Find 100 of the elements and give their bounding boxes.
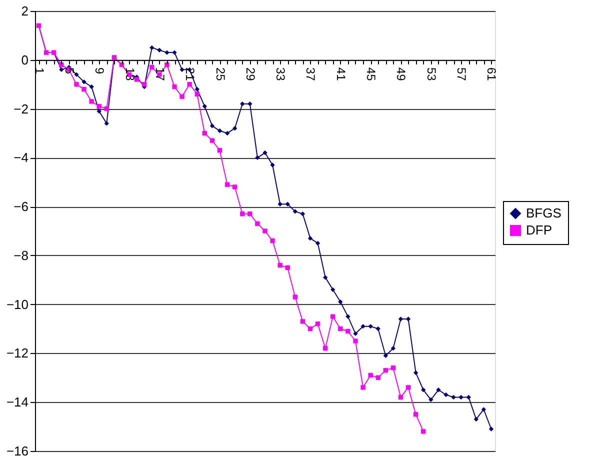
point	[248, 102, 252, 106]
point	[157, 48, 162, 52]
point	[224, 182, 230, 187]
point	[383, 368, 388, 373]
point	[383, 353, 388, 358]
point	[104, 106, 109, 112]
point	[330, 287, 336, 292]
point	[172, 50, 177, 55]
point	[278, 262, 282, 268]
point	[338, 300, 343, 304]
point	[194, 86, 200, 92]
point	[300, 319, 306, 324]
point	[262, 150, 268, 156]
y-tick-label: −16	[6, 444, 28, 458]
x-tick-label: 5	[62, 67, 76, 74]
y-tick-label: −6	[14, 199, 28, 214]
point	[82, 80, 86, 84]
point	[398, 394, 404, 400]
y-tick-label: −12	[6, 346, 28, 361]
point	[292, 294, 298, 300]
y-tick-label: 2	[21, 4, 28, 18]
point	[315, 240, 320, 246]
x-tick-label: 61	[484, 67, 499, 82]
y-tick-label: 0	[21, 52, 28, 68]
point	[150, 64, 154, 70]
point	[308, 236, 313, 241]
x-tick-label: 53	[424, 67, 438, 82]
point	[89, 84, 94, 90]
point	[240, 102, 245, 106]
point	[104, 121, 109, 126]
point	[285, 202, 290, 206]
point	[210, 124, 215, 128]
x-tick-label: 21	[183, 67, 198, 82]
point	[451, 394, 456, 400]
point	[444, 392, 448, 398]
y-tick-label: −14	[6, 394, 28, 410]
x-tick-label: 57	[454, 67, 469, 82]
x-tick-label: 49	[394, 67, 408, 82]
y-tick-label: −10	[6, 296, 28, 312]
point	[262, 228, 268, 234]
point	[308, 326, 313, 332]
point	[96, 104, 102, 109]
point	[360, 385, 366, 390]
point	[217, 128, 222, 134]
point	[164, 62, 170, 68]
point	[322, 346, 328, 351]
point	[74, 82, 79, 87]
point	[96, 108, 102, 114]
point	[217, 148, 222, 153]
point	[346, 314, 350, 319]
point	[255, 221, 260, 226]
point	[353, 338, 358, 344]
point	[338, 326, 343, 332]
y-tick-label: −4	[14, 150, 28, 166]
point	[74, 72, 79, 77]
x-tick-label: 25	[213, 67, 228, 82]
point	[466, 394, 471, 400]
x-tick-label: 13	[122, 67, 137, 82]
x-tick-label: 45	[364, 67, 378, 82]
point	[360, 324, 366, 329]
point	[353, 331, 358, 336]
point	[134, 77, 140, 82]
point	[488, 426, 494, 432]
point	[421, 388, 426, 392]
point	[180, 94, 184, 99]
x-tick-label: 29	[243, 67, 258, 82]
point	[270, 238, 275, 244]
point	[428, 397, 434, 402]
point	[346, 328, 350, 334]
point	[292, 209, 298, 214]
y-tick-label: −2	[14, 101, 28, 116]
point	[270, 162, 275, 168]
legend-label: BFGS	[526, 206, 562, 220]
point	[368, 372, 373, 378]
point	[278, 202, 282, 206]
point	[224, 130, 230, 136]
point	[172, 84, 177, 90]
point	[232, 126, 238, 131]
point	[458, 394, 464, 400]
y-tick-label: −8	[14, 248, 28, 263]
point	[164, 50, 170, 55]
point	[413, 370, 418, 376]
point	[368, 324, 373, 329]
point	[240, 212, 245, 216]
x-tick-label: 17	[152, 67, 167, 82]
legend-label: DFP	[526, 222, 552, 238]
point	[255, 155, 260, 160]
point	[315, 322, 320, 326]
point	[232, 184, 238, 190]
point	[330, 314, 336, 319]
point	[180, 67, 184, 72]
point	[390, 366, 396, 370]
point	[202, 104, 208, 109]
point	[322, 275, 328, 280]
point	[406, 385, 411, 390]
point	[210, 138, 215, 143]
point	[436, 388, 441, 392]
point	[421, 429, 426, 434]
point	[187, 82, 192, 87]
point	[300, 212, 306, 216]
